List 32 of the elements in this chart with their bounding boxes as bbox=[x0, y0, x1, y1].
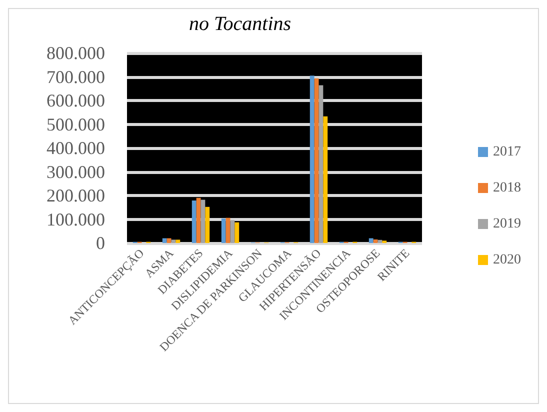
legend-label: 2020 bbox=[493, 252, 521, 268]
y-tick-label: 500.000 bbox=[46, 114, 105, 134]
bar bbox=[314, 78, 319, 243]
bar bbox=[162, 238, 167, 243]
bar bbox=[226, 218, 230, 243]
bar bbox=[205, 206, 210, 243]
bar bbox=[368, 238, 374, 243]
y-tick-label: 200.000 bbox=[46, 186, 105, 206]
chart-title: no Tocantins bbox=[189, 13, 292, 35]
bar bbox=[176, 240, 180, 243]
bar bbox=[310, 76, 314, 243]
y-tick-label: 800.000 bbox=[46, 43, 105, 63]
legend-label: 2019 bbox=[493, 216, 521, 232]
bar bbox=[196, 198, 201, 243]
y-tick-label: 300.000 bbox=[46, 162, 105, 182]
bar bbox=[171, 240, 176, 243]
bar bbox=[234, 222, 240, 243]
legend-label: 2018 bbox=[493, 180, 521, 196]
bar bbox=[200, 200, 206, 243]
bar bbox=[323, 116, 328, 243]
y-tick-label: 700.000 bbox=[46, 66, 105, 87]
y-tick-label: 0 bbox=[96, 233, 105, 253]
y-tick-label: 600.000 bbox=[46, 90, 105, 110]
bar bbox=[221, 218, 226, 243]
bar bbox=[373, 239, 378, 243]
bar bbox=[318, 85, 324, 243]
bar bbox=[166, 238, 172, 243]
legend-label: 2017 bbox=[493, 144, 521, 160]
y-tick-label: 400.000 bbox=[46, 138, 105, 158]
bar bbox=[192, 200, 196, 243]
bar bbox=[230, 220, 235, 243]
y-tick-label: 100.000 bbox=[46, 209, 105, 230]
